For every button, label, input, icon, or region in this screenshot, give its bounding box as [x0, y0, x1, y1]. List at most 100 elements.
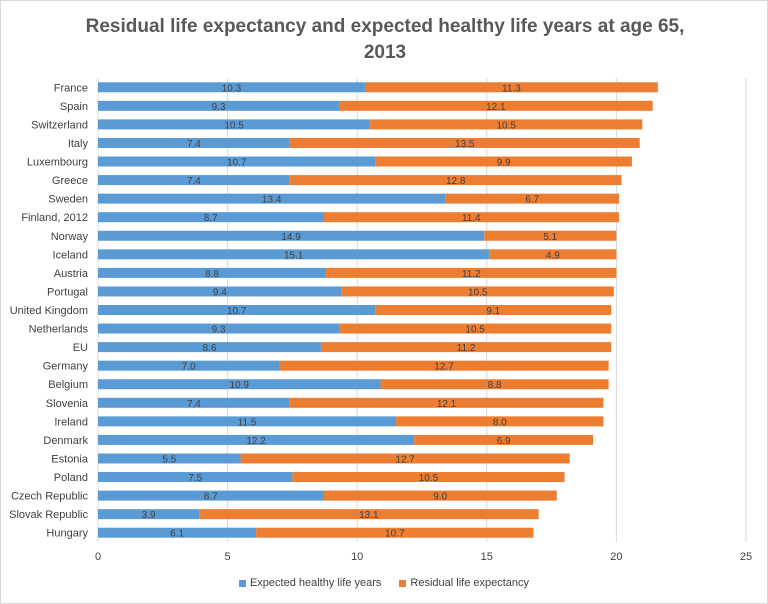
bar-s1-12 [375, 305, 612, 315]
data-label-s1-22: 9.0 [433, 492, 447, 503]
category-label-5: Greece [52, 175, 88, 187]
legend-item-residual: Residual life expectancy [399, 577, 529, 589]
bar-s0-5 [98, 175, 290, 186]
chart-title: Residual life expectancy and expected he… [60, 14, 710, 66]
bar-s0-8 [98, 230, 485, 241]
category-label-9: Iceland [53, 249, 88, 261]
data-label-s0-9: 15.1 [284, 250, 304, 261]
data-label-s1-4: 9.9 [497, 158, 511, 169]
bar-s0-13 [98, 323, 340, 334]
bar-s1-2 [370, 119, 643, 130]
data-label-s1-8: 5.1 [543, 232, 557, 243]
data-label-s0-1: 9.3 [212, 102, 226, 113]
data-label-s0-22: 8.7 [204, 492, 218, 503]
bar-s0-17 [98, 397, 290, 408]
category-label-24: Hungary [46, 528, 88, 540]
data-label-s1-10: 11.2 [462, 269, 481, 280]
category-label-0: France [54, 82, 88, 94]
data-label-s1-15: 12.7 [434, 362, 454, 373]
data-label-s1-16: 8.8 [488, 380, 502, 391]
data-label-s1-6: 6.7 [525, 195, 539, 206]
category-label-13: Netherlands [29, 324, 89, 336]
chart-title-line-2: 2013 [363, 42, 407, 63]
bar-s0-10 [98, 267, 327, 278]
bar-s0-3 [98, 137, 290, 148]
bar-s0-4 [98, 156, 376, 167]
category-label-6: Sweden [48, 194, 88, 206]
bar-s0-9 [98, 249, 490, 260]
data-label-s0-19: 12.2 [246, 436, 266, 447]
data-label-s0-2: 10.5 [224, 120, 244, 131]
bar-s1-9 [489, 249, 617, 260]
data-label-s1-24: 10.7 [385, 529, 405, 540]
category-label-12: United Kingdom [10, 305, 88, 317]
data-label-s1-17: 12.1 [437, 399, 457, 410]
data-label-s0-24: 6.1 [170, 529, 184, 540]
bar-s0-20 [98, 453, 241, 464]
bar-s0-12 [98, 305, 376, 315]
data-label-s1-3: 13.5 [455, 139, 475, 150]
bar-s1-13 [339, 323, 612, 334]
data-label-s1-12: 9.1 [486, 306, 500, 317]
category-label-23: Slovak Republic [9, 509, 88, 521]
bar-s0-14 [98, 342, 321, 353]
bar-s1-6 [445, 193, 619, 204]
bar-s0-16 [98, 379, 381, 390]
data-label-s0-21: 7.5 [188, 473, 202, 484]
bar-s1-22 [323, 490, 557, 501]
legend-item-healthy: Expected healthy life years [238, 577, 382, 589]
legend: Expected healthy life years Residual lif… [0, 577, 768, 589]
bar-s1-11 [341, 286, 614, 297]
bar-s1-18 [396, 416, 604, 427]
bar-s0-0 [98, 82, 365, 93]
bar-s1-1 [339, 100, 653, 111]
bar-s1-4 [375, 156, 632, 167]
data-label-s0-3: 7.4 [187, 139, 201, 150]
category-label-3: Italy [68, 138, 89, 150]
bar-s0-23 [98, 509, 200, 520]
chart-title-line-1: Residual life expectancy and expected he… [85, 16, 685, 37]
bar-s1-16 [380, 379, 609, 390]
data-label-s1-7: 11.4 [462, 213, 481, 224]
bar-s1-5 [289, 175, 622, 186]
category-label-11: Portugal [47, 286, 88, 298]
bar-s1-23 [199, 509, 539, 520]
bar-s1-0 [364, 82, 658, 93]
bar-s1-7 [323, 212, 619, 223]
data-label-s1-13: 10.5 [465, 325, 485, 336]
data-label-s0-4: 10.7 [227, 158, 247, 169]
legend-swatch-residual [399, 579, 407, 587]
bar-s0-22 [98, 490, 324, 501]
bar-s0-15 [98, 360, 280, 371]
category-label-16: Belgium [48, 379, 88, 391]
bar-s0-24 [98, 527, 257, 538]
x-tick-label-1: 5 [225, 551, 231, 563]
data-label-s0-15: 7.0 [182, 362, 196, 373]
data-label-s0-5: 7.4 [187, 176, 201, 187]
data-label-s1-5: 12.8 [446, 176, 466, 187]
data-label-s1-19: 6.9 [497, 436, 511, 447]
data-label-s0-23: 3.9 [142, 510, 156, 521]
data-label-s0-17: 7.4 [187, 399, 201, 410]
category-label-1: Spain [60, 101, 88, 113]
bar-s0-6 [98, 193, 446, 204]
data-label-s0-0: 10.3 [222, 83, 242, 94]
data-label-s1-1: 12.1 [486, 102, 506, 113]
data-label-s0-7: 8.7 [204, 213, 218, 224]
category-label-7: Finland, 2012 [21, 212, 88, 224]
legend-label-healthy: Expected healthy life years [249, 577, 382, 589]
bar-s1-14 [320, 342, 612, 353]
bar-s1-21 [292, 472, 565, 483]
category-label-8: Norway [51, 231, 89, 243]
data-label-s1-14: 11.2 [457, 343, 476, 354]
category-label-10: Austria [54, 268, 89, 280]
data-label-s0-12: 10.7 [227, 306, 247, 317]
bar-s1-24 [256, 527, 534, 538]
category-label-2: Switzerland [31, 119, 88, 131]
data-label-s1-9: 4.9 [546, 250, 560, 261]
data-label-s0-14: 8.6 [203, 343, 217, 354]
data-label-s1-18: 8.0 [493, 417, 507, 428]
bar-s0-2 [98, 119, 371, 130]
bar-s0-21 [98, 472, 293, 483]
